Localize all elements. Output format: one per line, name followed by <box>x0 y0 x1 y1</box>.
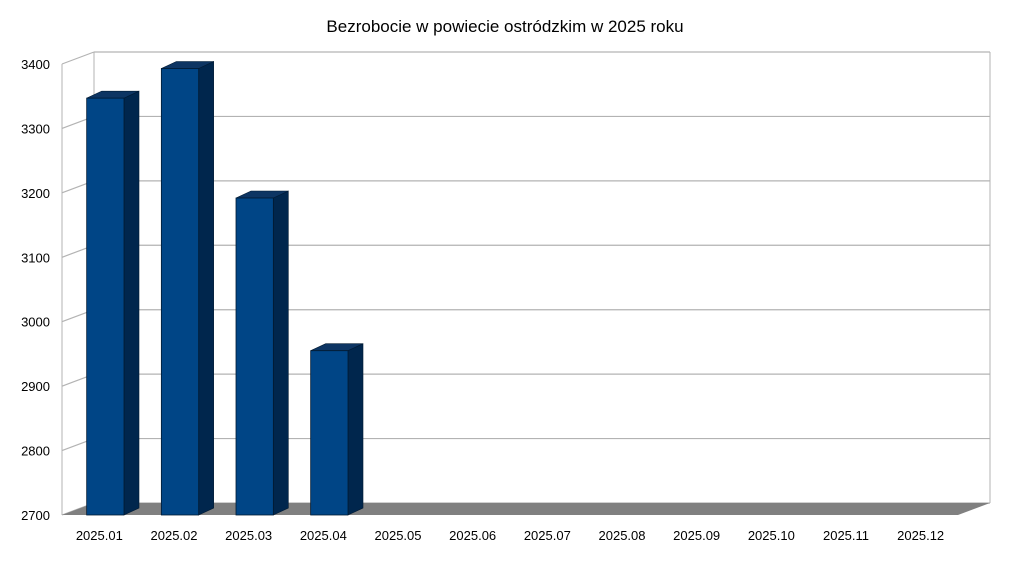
y-tick-label: 3200 <box>21 186 50 201</box>
x-tick-label: 2025.04 <box>300 528 347 543</box>
bar <box>86 90 140 516</box>
y-tick-label: 3300 <box>21 121 50 136</box>
x-axis: 2025.01 2025.02 2025.03 2025.04 2025.05 2025.… <box>76 528 944 543</box>
y-tick-label: 3000 <box>21 315 50 330</box>
bar-side <box>123 90 140 516</box>
x-tick-label: 2025.09 <box>673 528 720 543</box>
x-tick-label: 2025.03 <box>225 528 272 543</box>
bar-side <box>198 61 214 516</box>
gridline-side <box>61 51 95 65</box>
bar-front <box>160 68 200 516</box>
bars <box>86 61 364 516</box>
bar-front <box>310 350 349 516</box>
bar <box>310 343 364 516</box>
x-tick-label: 2025.05 <box>375 528 422 543</box>
bar <box>235 190 289 516</box>
chart-floor <box>62 503 990 515</box>
bar-front <box>235 197 274 516</box>
bar-front <box>86 97 125 516</box>
bar-side <box>347 343 364 516</box>
y-tick-label: 2800 <box>21 444 50 459</box>
x-tick-label: 2025.07 <box>524 528 571 543</box>
x-tick-label: 2025.06 <box>449 528 496 543</box>
y-tick-label: 2700 <box>21 508 50 523</box>
y-axis: 2700 2800 2900 3000 3100 3200 3300 3400 <box>21 57 50 523</box>
bar <box>160 61 214 516</box>
x-tick-label: 2025.01 <box>76 528 123 543</box>
x-tick-label: 2025.08 <box>599 528 646 543</box>
x-tick-label: 2025.12 <box>897 528 944 543</box>
y-tick-label: 2900 <box>21 379 50 394</box>
floor <box>62 503 990 515</box>
y-tick-label: 3400 <box>21 57 50 72</box>
bar-side <box>273 190 289 516</box>
x-tick-label: 2025.02 <box>151 528 198 543</box>
x-tick-label: 2025.10 <box>748 528 795 543</box>
chart-title: Bezrobocie w powiecie ostródzkim w 2025 … <box>326 17 683 36</box>
x-tick-label: 2025.11 <box>823 528 869 543</box>
y-tick-label: 3100 <box>21 250 50 265</box>
